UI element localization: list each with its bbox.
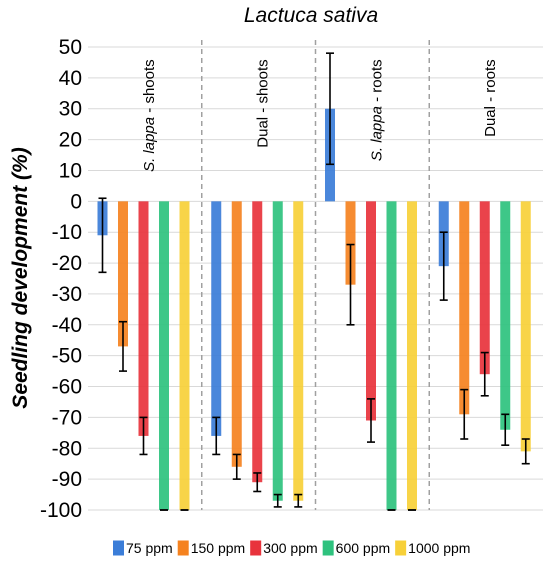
chart-title: Lactuca sativa xyxy=(244,4,378,27)
bar xyxy=(500,201,511,430)
y-tick-label: 20 xyxy=(59,129,82,152)
y-tick-label: -80 xyxy=(52,437,82,460)
bars xyxy=(97,108,531,511)
y-tick-label: -50 xyxy=(52,345,82,368)
bar xyxy=(407,201,417,511)
bar xyxy=(179,201,190,511)
y-tick-label: -20 xyxy=(52,252,82,275)
y-tick-label: -70 xyxy=(52,406,82,429)
bar xyxy=(366,201,376,421)
legend-swatch xyxy=(322,540,334,556)
legend: 75 ppm 150 ppm 300 ppm 600 ppm 1000 ppm xyxy=(113,540,470,556)
y-tick-label: -10 xyxy=(52,221,82,244)
group-label: S. lappa - shoots xyxy=(141,59,158,172)
y-tick-label: -40 xyxy=(52,314,82,337)
bar xyxy=(459,201,470,415)
group-separators xyxy=(201,40,430,510)
group-labels: S. lappa - shoots Dual - shoots S. lappa -… xyxy=(141,59,499,172)
group-label: Dual - shoots xyxy=(255,59,272,147)
legend-swatch xyxy=(395,540,407,556)
bar xyxy=(520,201,531,452)
bar xyxy=(345,201,356,285)
bar xyxy=(138,201,149,436)
bar xyxy=(272,201,283,501)
y-tick-label: 10 xyxy=(59,159,82,182)
y-axis-label: Seedling development (%) xyxy=(9,147,32,408)
y-tick-label: -100 xyxy=(40,499,82,522)
legend-label: 300 ppm xyxy=(263,540,317,556)
bar xyxy=(118,201,128,347)
bar xyxy=(252,201,263,483)
y-axis-ticks: 50 40 30 20 10 0 -10 -20 -30 -40 -50 -60 -70 -80 -90 -1… xyxy=(40,36,82,522)
y-tick-label: 50 xyxy=(59,36,82,59)
legend-swatch xyxy=(250,540,262,556)
bar xyxy=(293,201,304,501)
legend-label: 600 ppm xyxy=(336,540,390,556)
group-label: Dual - roots xyxy=(482,59,499,137)
bar xyxy=(386,201,397,511)
y-tick-label: -60 xyxy=(52,376,82,399)
legend-label: 75 ppm xyxy=(126,540,173,556)
y-tick-label: 0 xyxy=(70,190,82,213)
bar xyxy=(231,201,242,467)
y-tick-label: 30 xyxy=(59,98,82,121)
bar xyxy=(159,201,169,511)
bar xyxy=(211,201,222,436)
legend-label: 150 ppm xyxy=(191,540,245,556)
group-label: S. lappa - roots xyxy=(369,59,386,161)
legend-label: 1000 ppm xyxy=(408,540,470,556)
y-tick-label: 40 xyxy=(59,67,82,90)
legend-swatch xyxy=(177,540,189,556)
legend-swatch xyxy=(113,540,124,556)
bar xyxy=(479,201,490,375)
y-tick-label: -30 xyxy=(52,283,82,306)
error-bars xyxy=(98,52,530,511)
y-tick-label: -90 xyxy=(52,468,82,491)
